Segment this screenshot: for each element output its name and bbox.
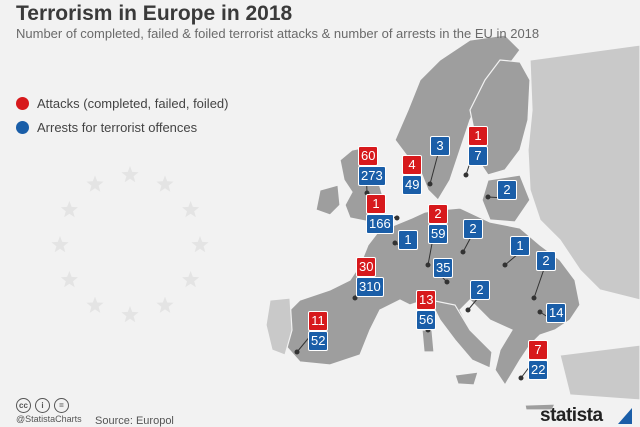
sardinia <box>421 329 435 353</box>
sicily <box>454 371 479 386</box>
eu-star-icon <box>51 236 69 253</box>
arrests-badge-sweden: 3 <box>430 136 450 156</box>
pin-dot-belgium <box>392 240 398 246</box>
legend-attacks-label: Attacks (completed, failed, foiled) <box>37 96 229 111</box>
eu-star-icon <box>86 175 104 192</box>
eu-star-icon <box>86 296 104 313</box>
russia-landmass <box>527 44 640 301</box>
arrests-badge-united-kingdom: 273 <box>358 166 386 186</box>
pin-line-croatia <box>467 297 479 311</box>
arrests-badge-france: 310 <box>356 277 384 297</box>
attacks-badge-greece: 7 <box>528 340 548 360</box>
arrests-badge-slovakia: 1 <box>510 236 530 256</box>
attacks-badge-denmark: 4 <box>402 155 422 175</box>
arrests-badge-spain: 52 <box>308 331 329 351</box>
pin-dot-lithuania <box>485 194 491 200</box>
arrests-badge-romania: 2 <box>536 251 556 271</box>
eu-star-icon <box>156 296 174 313</box>
page-title: Terrorism in Europe in 2018 <box>16 2 293 25</box>
arrests-badge-lithuania: 2 <box>497 180 517 200</box>
attacks-badge-united-kingdom: 60 <box>358 146 379 166</box>
source-text: Source: Europol <box>95 415 174 427</box>
attacks-badge-netherlands: 1 <box>366 194 386 214</box>
eu-star-icon <box>156 175 174 192</box>
nd-icon: = <box>54 398 69 413</box>
pin-dot-romania <box>531 295 537 301</box>
arrests-badge-finland: 7 <box>468 146 488 166</box>
arrests-badge-netherlands: 166 <box>366 214 394 234</box>
eu-star-icon <box>60 201 78 218</box>
arrests-badge-bulgaria: 14 <box>546 303 567 323</box>
turkey-landmass <box>559 344 640 401</box>
pin-dot-poland <box>460 249 466 255</box>
eu-stars <box>51 166 209 323</box>
pin-dot-sweden <box>427 181 433 187</box>
pin-dot-austria <box>444 279 450 285</box>
twitter-handle: @StatistaCharts <box>16 414 82 424</box>
pin-dot-bulgaria <box>537 309 543 315</box>
attacks-badge-finland: 1 <box>468 126 488 146</box>
arrests-badge-belgium: 1 <box>398 230 418 250</box>
pin-line-poland <box>462 236 472 253</box>
pin-dot-slovakia <box>502 262 508 268</box>
arrests-badge-italy: 56 <box>416 310 437 330</box>
eu-star-icon <box>121 306 139 323</box>
by-icon: i <box>35 398 50 413</box>
italy-peninsula <box>428 299 493 369</box>
attacks-legend-dot <box>16 97 29 110</box>
attacks-badge-germany: 2 <box>428 204 448 224</box>
pin-dot-croatia <box>465 307 471 313</box>
eu-star-icon <box>60 271 78 288</box>
legend-arrests: Arrests for terrorist offences <box>16 120 197 135</box>
legend-attacks: Attacks (completed, failed, foiled) <box>16 96 228 111</box>
eu-star-icon <box>191 236 209 253</box>
arrests-badge-austria: 35 <box>433 258 454 278</box>
portugal-landmass <box>265 297 293 356</box>
arrests-badge-germany: 59 <box>428 224 449 244</box>
pin-dot-netherlands <box>394 215 400 221</box>
attacks-badge-italy: 13 <box>416 290 437 310</box>
statista-logo: statista <box>540 405 603 426</box>
arrests-badge-poland: 2 <box>463 219 483 239</box>
attacks-badge-spain: 11 <box>308 311 328 331</box>
arrests-legend-dot <box>16 121 29 134</box>
crete <box>524 403 556 411</box>
arrests-badge-denmark: 49 <box>402 175 423 195</box>
land <box>265 34 640 411</box>
pin-dot-spain <box>294 349 300 355</box>
pin-line-sweden <box>429 153 439 185</box>
ireland-landmass <box>315 184 341 216</box>
arrests-badge-croatia: 2 <box>470 280 490 300</box>
pin-dot-greece <box>518 375 524 381</box>
cc-icon: cc <box>16 398 31 413</box>
license-icons: cc i = <box>16 398 69 413</box>
eu-star-icon <box>182 201 200 218</box>
eu-star-icon <box>182 271 200 288</box>
legend-arrests-label: Arrests for terrorist offences <box>37 120 198 135</box>
arrests-badge-greece: 22 <box>528 360 549 380</box>
pin-dot-germany <box>425 262 431 268</box>
pin-dot-finland <box>463 172 469 178</box>
eu-star-icon <box>121 166 139 183</box>
attacks-badge-france: 30 <box>356 257 377 277</box>
pin-line-romania <box>533 268 545 299</box>
pin-dot-france <box>352 295 358 301</box>
page-subtitle: Number of completed, failed & foiled ter… <box>16 26 540 41</box>
